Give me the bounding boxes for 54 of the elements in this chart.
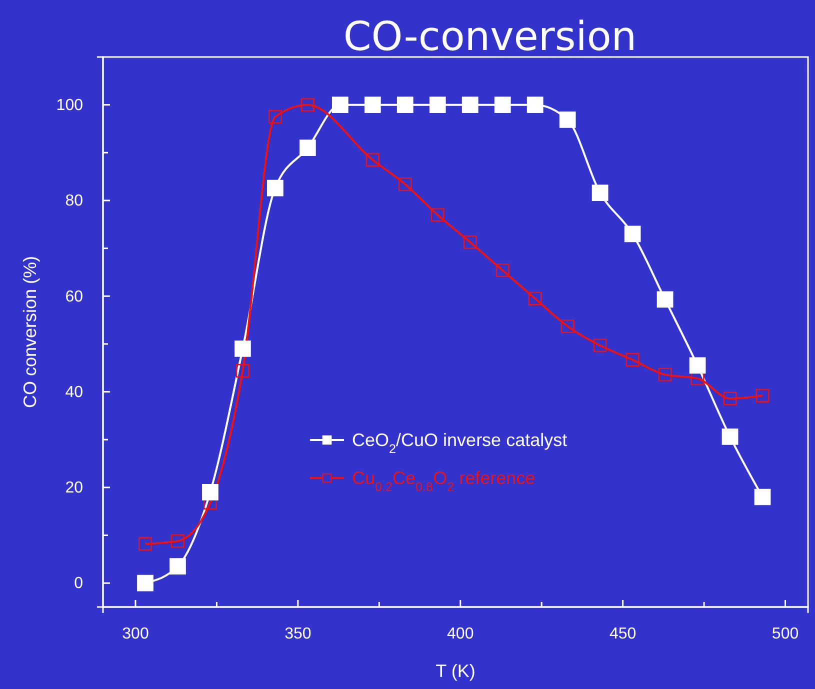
y-tick-label: 20 bbox=[65, 480, 84, 497]
point bbox=[137, 574, 154, 592]
y-tick-label: 80 bbox=[65, 192, 84, 210]
point bbox=[430, 208, 444, 222]
legend-label: Cu$_{0.2}$Ce$_{0.8}$O$_{2}$ reference bbox=[352, 468, 536, 494]
point bbox=[267, 180, 284, 196]
point bbox=[656, 291, 674, 308]
legend-label: CeO$_{2}$/CuO inverse catalyst bbox=[352, 430, 568, 456]
point bbox=[526, 96, 544, 114]
point bbox=[494, 96, 511, 114]
point bbox=[234, 340, 251, 357]
point bbox=[138, 537, 152, 551]
x-tick-label: 500 bbox=[772, 625, 799, 642]
point bbox=[398, 177, 412, 191]
y-tick-label: 0 bbox=[74, 575, 84, 592]
point bbox=[299, 140, 316, 156]
point bbox=[593, 338, 607, 352]
point bbox=[690, 372, 704, 386]
point bbox=[300, 98, 314, 112]
point bbox=[658, 368, 672, 382]
point bbox=[170, 558, 186, 575]
point bbox=[463, 235, 477, 249]
x-tick-label: 350 bbox=[284, 625, 312, 642]
x-axis-title: T (K) bbox=[436, 661, 476, 681]
point bbox=[559, 111, 576, 128]
chart-title: CO-conversion bbox=[343, 14, 637, 60]
point bbox=[592, 184, 608, 202]
point bbox=[202, 484, 218, 500]
x-tick-label: 400 bbox=[447, 625, 474, 642]
point bbox=[689, 357, 706, 374]
y-tick-label: 60 bbox=[65, 288, 84, 306]
y-axis-title: CO conversion (%) bbox=[20, 256, 40, 408]
point bbox=[722, 428, 738, 445]
point bbox=[396, 96, 414, 114]
point bbox=[754, 488, 771, 506]
point bbox=[528, 292, 542, 306]
x-tick-label: 300 bbox=[122, 625, 149, 642]
y-tick-label: 100 bbox=[56, 96, 84, 114]
point bbox=[624, 226, 641, 242]
y-tick-label: 40 bbox=[65, 384, 84, 401]
point bbox=[756, 388, 770, 402]
point bbox=[429, 96, 446, 114]
x-tick-label: 450 bbox=[609, 625, 636, 642]
point bbox=[332, 96, 348, 114]
point bbox=[236, 364, 250, 378]
point bbox=[268, 110, 282, 124]
point bbox=[171, 534, 184, 548]
point bbox=[626, 353, 640, 366]
point bbox=[560, 320, 574, 333]
point bbox=[496, 264, 510, 278]
point bbox=[462, 96, 478, 114]
point bbox=[364, 96, 381, 114]
point bbox=[723, 392, 737, 406]
point bbox=[366, 153, 380, 167]
